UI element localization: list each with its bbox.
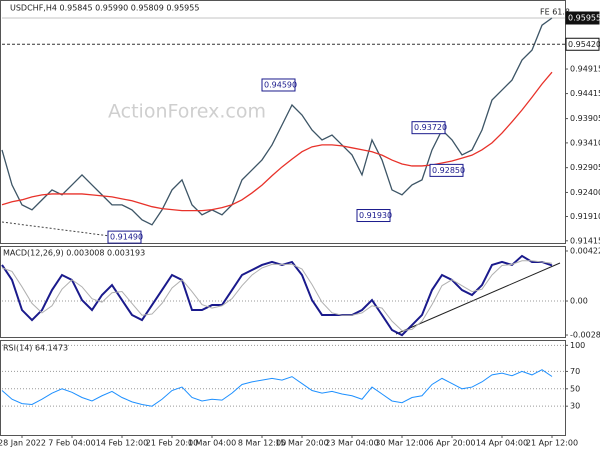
level-label: 0.95420 [568, 40, 600, 49]
y-tick-label: 30 [570, 402, 580, 411]
trend-line [1, 221, 111, 237]
chart-title: USDCHF,H4 0.95845 0.95990 0.95809 0.9595… [10, 4, 199, 13]
y-tick-label: 0.91910 [570, 212, 600, 221]
annotation: 0.91930 [359, 211, 392, 220]
macd-trend-line [395, 262, 561, 335]
series-line [1, 260, 553, 332]
annotation-box [261, 78, 296, 92]
y-tick-label: 0.94915 [570, 65, 600, 74]
y-tick-label: 0.91415 [570, 236, 600, 245]
annotation: 0.91490 [110, 233, 143, 242]
x-tick-label: 15 Mar 20:00 [275, 439, 328, 448]
series-line [1, 71, 553, 212]
x-tick-label: 8 Mar 12:00 [238, 439, 286, 448]
rsi-title: RSI(14) 64.1473 [3, 344, 68, 353]
fe-label: FE 61.8 [540, 8, 570, 17]
y-tick-label: 0.94415 [570, 89, 600, 98]
rsi-panel [0, 340, 566, 436]
watermark: ActionForex.com [108, 101, 266, 123]
x-tick-label: 21 Feb 20:00 [146, 439, 198, 448]
annotation-box [356, 209, 391, 223]
y-tick-label: 100 [570, 341, 585, 350]
price-panel [0, 0, 566, 244]
annotation-box [107, 230, 142, 244]
annotation: 0.93720 [414, 123, 447, 132]
annotation: 0.94590 [264, 80, 297, 89]
x-tick-label: 23 Mar 04:00 [325, 439, 378, 448]
macd-title: MACD(12,26,9) 0.003008 0.003193 [3, 249, 145, 258]
y-tick-label: 0.93905 [570, 114, 600, 123]
y-tick-label: 0.92905 [570, 163, 600, 172]
y-tick-label: 0.004229 [570, 246, 600, 255]
level-box [565, 37, 600, 51]
x-tick-label: 1 Mar 04:00 [188, 439, 236, 448]
x-tick-label: 28 Jan 2022 [0, 439, 46, 448]
level-label: 0.95955 [568, 14, 600, 23]
x-tick-label: 14 Apr 04:00 [476, 439, 528, 448]
y-tick-label: 0.00 [570, 297, 588, 306]
y-tick-label: 0.93410 [570, 138, 600, 147]
x-tick-label: 6 Apr 20:00 [428, 439, 475, 448]
x-tick-label: 30 Mar 12:00 [375, 439, 428, 448]
series-line [1, 17, 553, 226]
x-tick-label: 14 Feb 12:00 [96, 439, 148, 448]
series-line [1, 369, 553, 407]
y-tick-label: 50 [570, 384, 580, 393]
macd-panel [0, 246, 566, 338]
annotation-box [411, 121, 446, 135]
x-tick-label: 21 Apr 12:00 [526, 439, 578, 448]
annotation-box [429, 163, 464, 177]
y-tick-label: 0.92400 [570, 188, 600, 197]
x-tick-label: 7 Feb 04:00 [48, 439, 95, 448]
y-tick-label: -0.002874 [570, 331, 600, 340]
annotation: 0.92850 [432, 166, 465, 175]
y-tick-label: 70 [570, 367, 580, 376]
series-line [1, 254, 553, 337]
level-box [565, 11, 600, 25]
